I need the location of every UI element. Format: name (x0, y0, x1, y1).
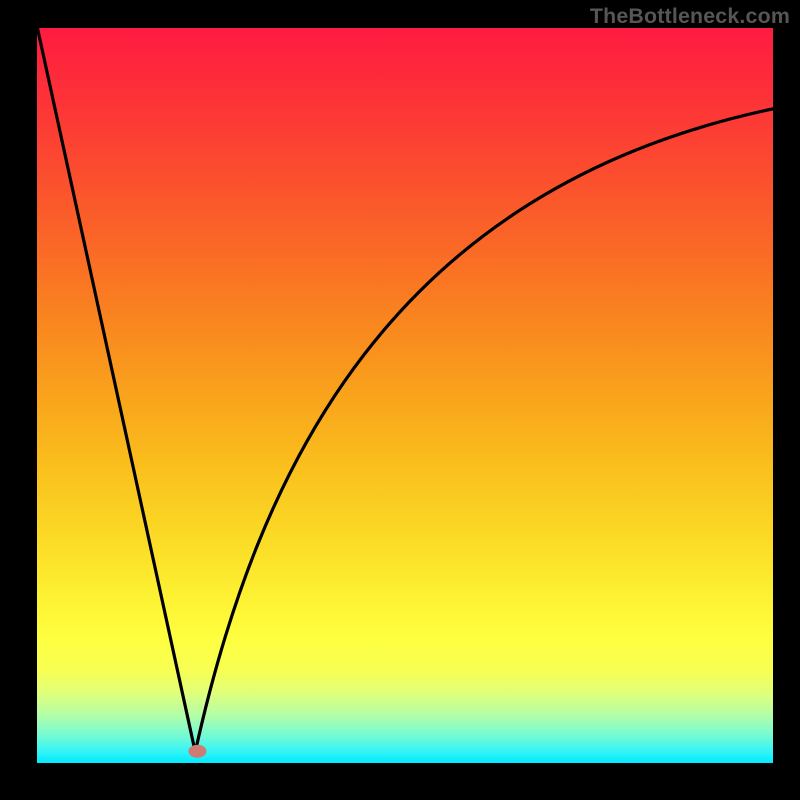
optimal-marker (188, 745, 206, 758)
figure-frame: { "watermark": { "text": "TheBottleneck.… (0, 0, 800, 800)
watermark-text: TheBottleneck.com (590, 4, 790, 29)
plot-background (37, 28, 773, 763)
bottleneck-plot (0, 0, 800, 800)
